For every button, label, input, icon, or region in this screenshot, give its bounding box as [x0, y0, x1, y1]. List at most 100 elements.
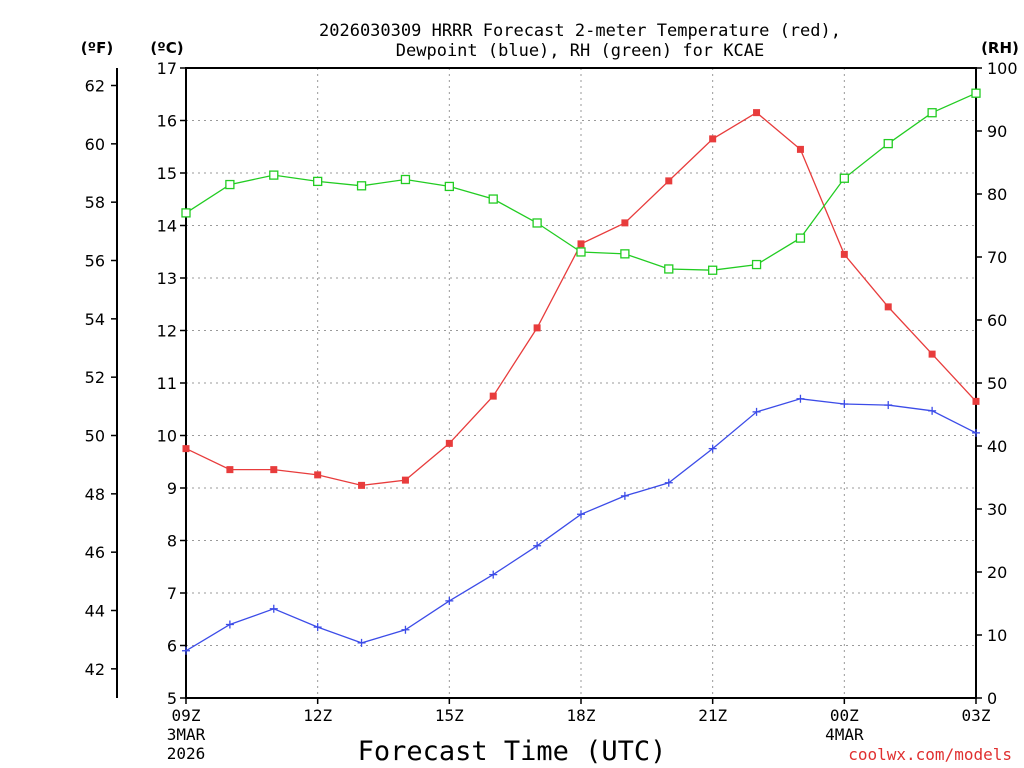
rh-tick-label: 80 [987, 185, 1007, 204]
celsius-axis-unit: (ºC) [150, 39, 183, 57]
fahrenheit-tick-label: 48 [85, 485, 105, 504]
rh-point [883, 138, 893, 149]
rh-tick-label: 30 [987, 500, 1007, 519]
temperature-point [665, 177, 673, 185]
dewpoint-point [664, 478, 673, 487]
celsius-tick-label: 13 [157, 269, 177, 288]
dewpoint-point [972, 428, 980, 437]
celsius-tick-label: 16 [157, 112, 177, 131]
dewpoint-point [445, 596, 454, 605]
rh-point [620, 249, 630, 259]
x-axis-label: Forecast Time (UTC) [358, 736, 667, 767]
rh-tick-label: 20 [987, 563, 1007, 582]
series-layer [181, 88, 981, 655]
x-year-label: 2026 [167, 744, 206, 763]
chart-title-line1: 2026030309 HRRR Forecast 2-meter Tempera… [319, 21, 841, 41]
rh-tick-label: 10 [987, 626, 1007, 645]
celsius-tick-label: 9 [167, 479, 177, 498]
rh-tick-label: 70 [987, 248, 1007, 267]
dewpoint-point [884, 401, 893, 410]
rh-point [751, 259, 762, 270]
axes: 4244464850525456586062567891011121314151… [85, 59, 1018, 763]
x-tick-label: 09Z [172, 706, 201, 725]
rh-point [664, 264, 674, 274]
grid [186, 67, 976, 698]
temperature-point [314, 471, 322, 479]
rh-point [400, 174, 411, 185]
x-tick-label: 18Z [567, 706, 596, 725]
temperature-point [226, 466, 234, 474]
rh-axis-unit: (RH) [981, 39, 1019, 57]
temperature-point [884, 303, 892, 311]
dewpoint-point [840, 400, 849, 408]
celsius-tick-label: 10 [157, 427, 177, 446]
rh-point [269, 170, 279, 180]
temperature-point [577, 240, 585, 248]
temperature-point [489, 392, 497, 400]
rh-tick-label: 90 [987, 122, 1007, 141]
x-tick-label: 00Z [830, 706, 859, 725]
dewpoint-point [489, 570, 498, 579]
x-tick-label: 21Z [698, 706, 727, 725]
dewpoint-point [533, 541, 542, 550]
rh-point [356, 181, 367, 191]
dewpoint-point [357, 638, 366, 647]
temperature-point [621, 219, 629, 227]
temperature-point [972, 397, 980, 405]
rh-point [971, 88, 981, 98]
fahrenheit-tick-label: 46 [85, 543, 105, 562]
rh-tick-label: 60 [987, 311, 1007, 330]
rh-point [488, 194, 498, 204]
temperature-point [533, 324, 541, 332]
x-tick-label: 03Z [962, 706, 991, 725]
dewpoint-point [182, 646, 190, 655]
rh-point [795, 233, 806, 243]
x-tick-label: 12Z [303, 706, 332, 725]
dewpoint-point [577, 510, 585, 519]
celsius-tick-label: 14 [157, 217, 177, 236]
fahrenheit-tick-label: 62 [85, 77, 105, 96]
x-tick-label: 15Z [435, 706, 464, 725]
rh-tick-label: 100 [987, 59, 1018, 78]
rh-tick-label: 40 [987, 437, 1007, 456]
dewpoint-point [313, 623, 322, 632]
celsius-tick-label: 8 [167, 532, 177, 551]
dewpoint-point [708, 444, 717, 453]
fahrenheit-axis-unit: (ºF) [81, 39, 113, 57]
temperature-point [796, 145, 804, 153]
temperature-point [709, 135, 717, 143]
temperature-point [445, 439, 453, 447]
fahrenheit-tick-label: 50 [85, 427, 105, 446]
celsius-tick-label: 12 [157, 322, 177, 341]
fahrenheit-tick-label: 52 [85, 368, 105, 387]
celsius-tick-label: 17 [157, 59, 177, 78]
celsius-tick-label: 6 [167, 637, 177, 656]
rh-tick-label: 0 [987, 689, 997, 708]
x-date-label: 3MAR [167, 725, 206, 744]
rh-point [444, 181, 454, 192]
fahrenheit-tick-label: 56 [85, 252, 105, 271]
celsius-tick-label: 7 [167, 584, 177, 603]
fahrenheit-tick-label: 60 [85, 135, 105, 154]
rh-point [313, 176, 323, 187]
temperature-point [753, 109, 761, 117]
dewpoint-point [620, 491, 629, 500]
rh-tick-label: 50 [987, 374, 1007, 393]
temperature-point [358, 481, 366, 489]
rh-point [839, 173, 849, 183]
chart-title-line2: Dewpoint (blue), RH (green) for KCAE [396, 41, 764, 61]
temperature-point [928, 350, 936, 358]
rh-point [927, 108, 937, 118]
rh-point [708, 265, 718, 275]
temperature-point [840, 250, 848, 258]
fahrenheit-tick-label: 58 [85, 193, 105, 212]
rh-point [181, 208, 191, 218]
dewpoint-point [752, 407, 761, 416]
rh-point [532, 218, 542, 228]
dewpoint-point [928, 406, 937, 415]
temperature-point [270, 466, 278, 474]
celsius-tick-label: 11 [157, 374, 177, 393]
rh-point [576, 247, 586, 257]
rh-point [225, 179, 235, 190]
